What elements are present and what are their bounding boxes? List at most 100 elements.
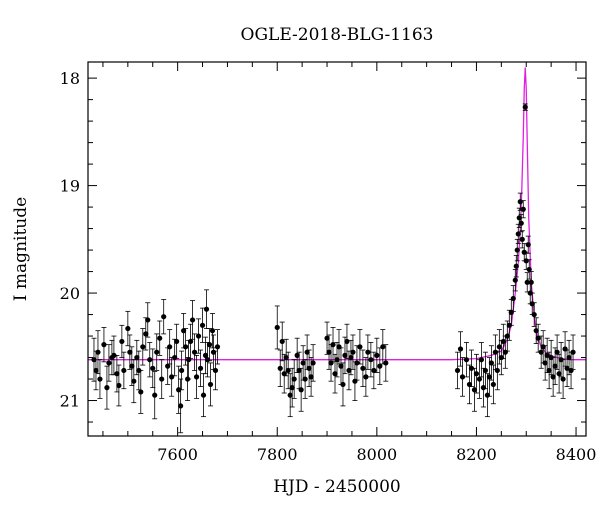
- data-marker: [516, 215, 522, 221]
- data-marker: [287, 392, 293, 398]
- data-point: [147, 342, 153, 378]
- data-point: [454, 351, 461, 390]
- data-point: [473, 353, 480, 394]
- data-point: [214, 329, 221, 365]
- data-marker: [344, 338, 350, 345]
- data-marker: [526, 266, 532, 273]
- x-tick-label: 8400: [556, 445, 597, 464]
- data-marker: [159, 376, 165, 382]
- data-point: [310, 344, 316, 382]
- data-point: [354, 345, 360, 381]
- data-marker: [535, 335, 541, 341]
- data-marker: [518, 220, 524, 226]
- data-marker: [214, 344, 221, 350]
- data-marker: [488, 360, 494, 366]
- data-marker: [365, 349, 371, 355]
- data-marker: [466, 381, 473, 388]
- data-marker: [560, 376, 566, 382]
- data-point: [159, 359, 165, 399]
- data-marker: [277, 365, 283, 371]
- data-point: [340, 362, 346, 407]
- data-marker: [285, 367, 291, 374]
- data-point: [520, 200, 526, 219]
- data-point: [174, 323, 180, 360]
- data-marker: [97, 376, 103, 382]
- data-marker: [195, 333, 202, 339]
- data-point: [138, 370, 144, 414]
- data-marker: [324, 335, 330, 341]
- data-point: [207, 362, 214, 407]
- data-marker: [138, 389, 144, 395]
- data-point: [125, 310, 131, 347]
- data-point: [121, 351, 127, 390]
- data-marker: [169, 374, 175, 380]
- data-marker: [131, 378, 137, 384]
- data-marker: [326, 349, 332, 355]
- y-tick-label: 21: [60, 392, 80, 411]
- data-marker: [363, 374, 369, 380]
- data-marker: [478, 357, 485, 363]
- data-point: [209, 313, 216, 349]
- data-point: [161, 299, 167, 335]
- data-point: [304, 334, 310, 370]
- data-point: [544, 337, 550, 373]
- data-point: [459, 357, 466, 397]
- data-point: [93, 350, 99, 391]
- data-point: [95, 330, 101, 375]
- data-point: [152, 371, 158, 420]
- data-marker: [283, 354, 289, 361]
- data-point: [157, 320, 163, 356]
- data-marker: [308, 374, 314, 380]
- data-point: [365, 334, 371, 370]
- data-marker: [125, 325, 131, 332]
- data-marker: [490, 381, 496, 388]
- data-marker: [566, 354, 572, 361]
- x-tick-label: 7600: [157, 445, 198, 464]
- data-point: [330, 327, 336, 363]
- data-marker: [181, 328, 187, 334]
- data-point: [101, 327, 107, 363]
- data-point: [526, 259, 532, 280]
- data-marker: [95, 349, 101, 355]
- data-marker: [154, 349, 160, 355]
- data-marker: [114, 371, 120, 377]
- data-point: [488, 345, 494, 381]
- data-marker: [300, 360, 306, 366]
- data-marker: [476, 376, 483, 382]
- data-point: [380, 329, 386, 365]
- data-point: [195, 318, 202, 354]
- data-marker: [550, 374, 556, 380]
- data-marker: [199, 322, 206, 328]
- data-point: [371, 351, 377, 390]
- data-marker: [129, 363, 135, 369]
- data-marker: [340, 381, 346, 388]
- data-marker: [145, 317, 151, 323]
- data-marker: [140, 344, 146, 350]
- data-point: [277, 349, 283, 387]
- data-point: [131, 359, 137, 404]
- x-tick-label: 8000: [356, 445, 397, 464]
- data-marker: [377, 363, 383, 369]
- data-marker: [513, 263, 519, 269]
- data-marker: [463, 357, 470, 363]
- data-marker: [167, 344, 173, 350]
- data-marker: [209, 328, 216, 334]
- data-marker: [332, 371, 338, 377]
- data-marker: [471, 387, 478, 393]
- data-point: [116, 364, 122, 407]
- data-marker: [517, 199, 523, 205]
- data-marker: [494, 367, 500, 374]
- data-marker: [203, 306, 210, 312]
- data-point: [522, 103, 528, 111]
- data-point: [570, 334, 576, 370]
- data-point: [457, 331, 464, 367]
- data-marker: [334, 357, 340, 363]
- data-marker: [525, 242, 531, 248]
- data-marker: [380, 344, 386, 350]
- y-tick-label: 19: [60, 177, 80, 196]
- data-marker: [346, 367, 352, 374]
- data-marker: [206, 342, 213, 348]
- plot-frame: [87, 61, 587, 437]
- data-marker: [304, 349, 310, 355]
